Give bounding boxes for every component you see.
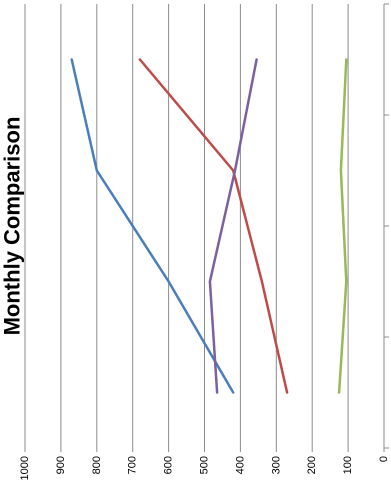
tick-label-700: 700	[127, 456, 139, 474]
series-lines	[70, 58, 348, 394]
series-line-1	[70, 58, 235, 394]
tick-labels: 0 100 200 300 400 500 600 700 800 900 1000	[19, 456, 390, 480]
series-line-3	[337, 58, 348, 394]
tick-label-1000: 1000	[19, 456, 31, 480]
tick-label-500: 500	[199, 456, 211, 474]
series-line-4	[208, 58, 258, 394]
axes	[24, 3, 389, 452]
grid-lines	[24, 4, 349, 448]
tick-label-200: 200	[306, 456, 318, 474]
series-line-2	[138, 58, 289, 394]
tick-label-400: 400	[234, 456, 246, 474]
chart-title: Monthly Comparison	[0, 117, 25, 336]
tick-label-900: 900	[55, 456, 67, 474]
tick-label-800: 800	[91, 456, 103, 474]
tick-label-300: 300	[270, 456, 282, 474]
tick-label-600: 600	[163, 456, 175, 474]
tick-label-100: 100	[342, 456, 354, 474]
tick-label-0: 0	[378, 456, 390, 462]
